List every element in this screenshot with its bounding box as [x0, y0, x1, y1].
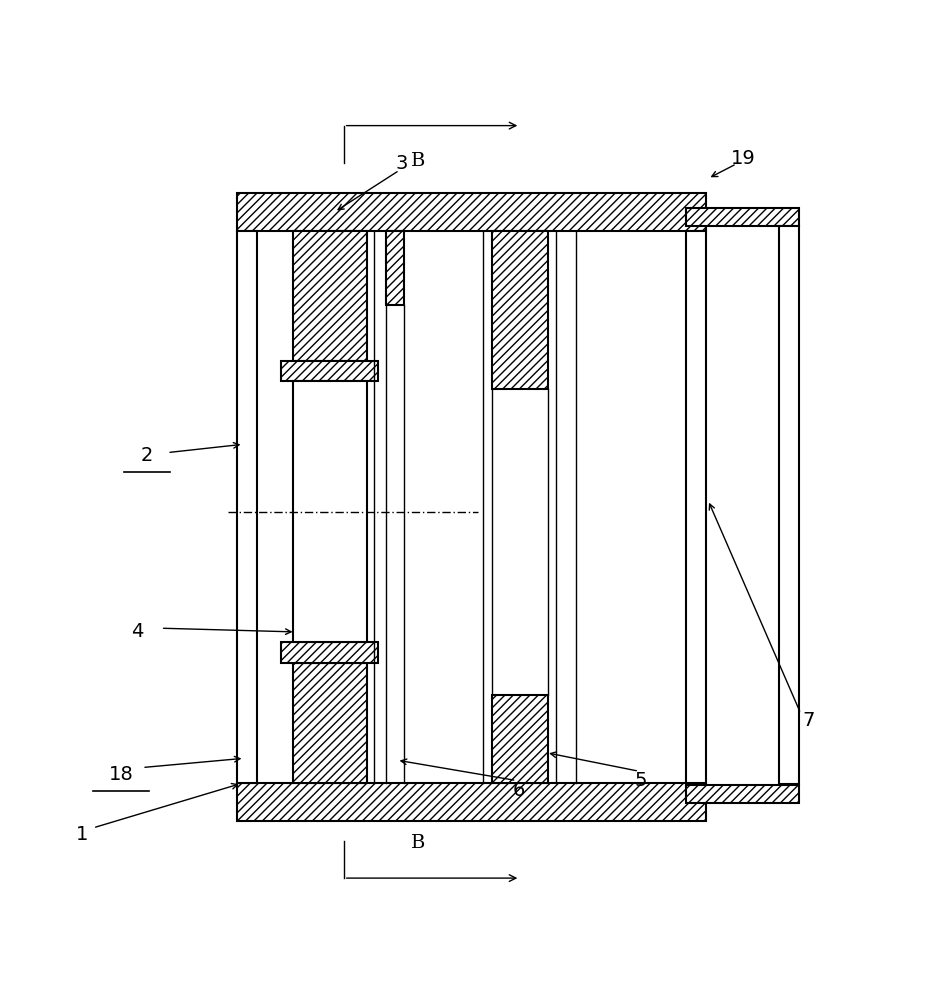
Bar	[237, 783, 705, 821]
Bar	[385, 231, 404, 305]
Bar	[778, 226, 798, 784]
Bar	[237, 783, 705, 821]
Bar	[685, 785, 798, 803]
Bar	[385, 231, 404, 305]
Text: 3: 3	[394, 154, 407, 173]
Bar	[685, 785, 798, 803]
Bar	[292, 663, 367, 783]
Bar	[492, 695, 548, 783]
Text: 7: 7	[801, 711, 814, 730]
Text: 19: 19	[730, 149, 754, 168]
Bar	[492, 231, 548, 389]
Bar	[292, 231, 367, 361]
Bar	[281, 642, 378, 663]
Bar	[685, 208, 798, 226]
Text: 2: 2	[140, 446, 153, 465]
Bar	[281, 642, 378, 663]
Bar	[281, 361, 378, 381]
Bar	[292, 663, 367, 783]
Text: 18: 18	[109, 765, 133, 784]
Bar	[237, 193, 705, 231]
Bar	[492, 231, 548, 389]
Text: 4: 4	[131, 622, 144, 641]
Text: B: B	[410, 834, 425, 852]
Text: 1: 1	[75, 825, 88, 844]
Bar	[492, 695, 548, 783]
Text: 5: 5	[634, 771, 647, 790]
Text: B: B	[410, 152, 425, 170]
Bar	[237, 231, 257, 783]
Bar	[292, 231, 367, 361]
Text: 6: 6	[511, 781, 524, 800]
Bar	[685, 208, 798, 226]
Bar	[281, 361, 378, 381]
Bar	[685, 231, 705, 783]
Bar	[292, 381, 367, 642]
Bar	[237, 193, 705, 231]
